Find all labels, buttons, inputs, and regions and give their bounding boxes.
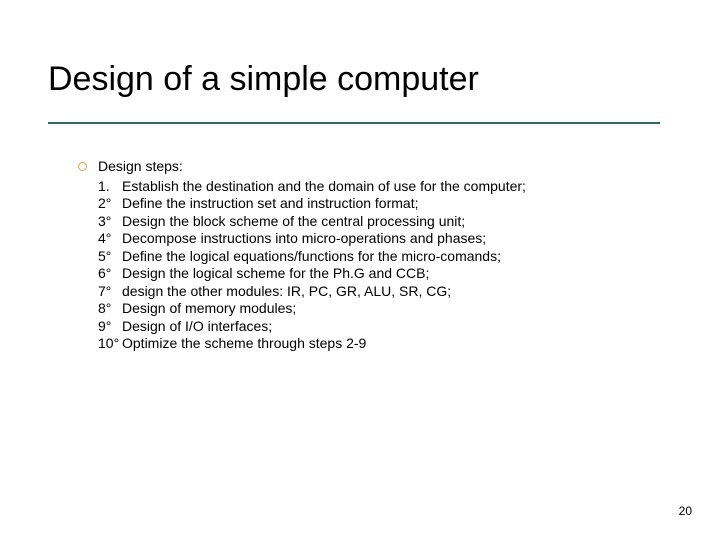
step-number: 6° [98,265,122,283]
step-text: Optimize the scheme through steps 2-9 [122,335,658,353]
step-number: 3° [98,213,122,231]
step-text: Design the logical scheme for the Ph.G a… [122,265,658,283]
step-text: Establish the destination and the domain… [122,178,658,196]
step-number: 10° [98,335,122,353]
step-text: Design of I/O interfaces; [122,318,658,336]
slide-body: Design steps: 1. Establish the destinati… [98,158,658,353]
step-number: 4° [98,230,122,248]
step-number: 7° [98,283,122,301]
step-item: 1. Establish the destination and the dom… [98,178,658,196]
step-number: 5° [98,248,122,266]
step-text: design the other modules: IR, PC, GR, AL… [122,283,658,301]
step-item: 10° Optimize the scheme through steps 2-… [98,335,658,353]
step-item: 5° Define the logical equations/function… [98,248,658,266]
step-number: 1. [98,178,122,196]
step-text: Design the block scheme of the central p… [122,213,658,231]
step-item: 9° Design of I/O interfaces; [98,318,658,336]
bullet-icon [78,162,87,171]
step-number: 2° [98,195,122,213]
slide-title: Design of a simple computer [48,60,479,99]
slide: Design of a simple computer Design steps… [0,0,720,540]
step-number: 8° [98,300,122,318]
step-text: Design of memory modules; [122,300,658,318]
step-item: 3° Design the block scheme of the centra… [98,213,658,231]
step-item: 7° design the other modules: IR, PC, GR,… [98,283,658,301]
step-text: Decompose instructions into micro-operat… [122,230,658,248]
step-item: 6° Design the logical scheme for the Ph.… [98,265,658,283]
page-number: 20 [679,504,692,518]
step-text: Define the instruction set and instructi… [122,195,658,213]
step-item: 8° Design of memory modules; [98,300,658,318]
step-number: 9° [98,318,122,336]
step-item: 2° Define the instruction set and instru… [98,195,658,213]
step-item: 4° Decompose instructions into micro-ope… [98,230,658,248]
step-text: Define the logical equations/functions f… [122,248,658,266]
steps-header: Design steps: [98,158,658,176]
title-underline [48,122,660,124]
